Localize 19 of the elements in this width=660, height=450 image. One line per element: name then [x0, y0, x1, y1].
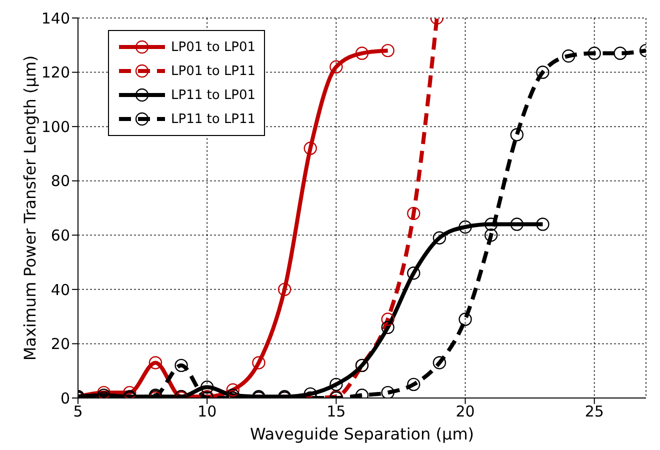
- legend-label: LP01 to LP01: [171, 40, 256, 54]
- legend-label: LP11 to LP11: [171, 112, 256, 126]
- y-tick-label: 40: [50, 280, 70, 299]
- x-axis-title: Waveguide Separation (µm): [250, 424, 474, 444]
- y-tick-label: 0: [60, 389, 70, 408]
- y-tick-label: 100: [41, 118, 70, 136]
- y-tick-label: 140: [41, 9, 70, 28]
- x-tick-label: 15: [326, 402, 346, 421]
- x-tick-label: 20: [456, 402, 475, 421]
- x-tick-label: 10: [198, 402, 217, 421]
- x-tick-label: 25: [584, 402, 604, 421]
- legend-label: LP11 to LP01: [171, 88, 256, 102]
- y-tick-label: 20: [50, 335, 70, 354]
- y-axis-title: Maximum Power Transfer Length (µm): [20, 55, 40, 361]
- legend-label: LP01 to LP11: [171, 64, 256, 78]
- y-tick-label: 80: [50, 172, 70, 190]
- y-tick-label: 120: [41, 64, 70, 82]
- y-tick-label: 60: [50, 226, 70, 244]
- x-tick-label: 5: [73, 402, 83, 421]
